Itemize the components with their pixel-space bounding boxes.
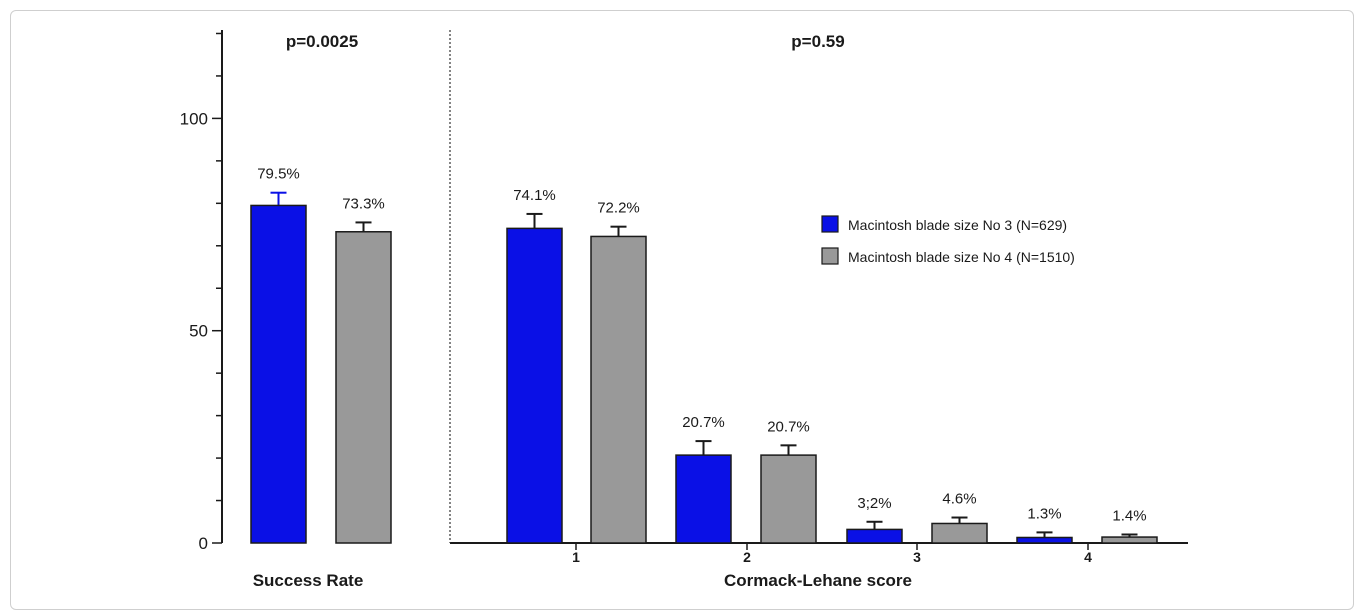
x-tick-label: 4 <box>1084 549 1092 565</box>
legend-swatch <box>821 247 839 265</box>
y-tick-label: 0 <box>199 534 208 553</box>
group-label: Success Rate <box>253 571 364 588</box>
legend-label: Macintosh blade size No 4 (N=1510) <box>848 249 1075 265</box>
y-tick-label: 50 <box>189 322 208 341</box>
data-label: 3;2% <box>857 495 891 512</box>
p-value-label: p=0.59 <box>791 32 844 51</box>
bar <box>1101 536 1158 544</box>
p-value-label: p=0.0025 <box>286 32 358 51</box>
data-label: 20.7% <box>767 418 810 435</box>
data-label: 79.5% <box>257 166 300 183</box>
bar-chart: 0 50 100 p=0.0025 Success Rate 79.5% 73.3% p=0.… <box>180 30 1188 588</box>
bar <box>931 522 988 544</box>
x-tick-label: 2 <box>743 549 751 565</box>
bar <box>250 204 307 544</box>
bar <box>1016 536 1073 544</box>
data-label: 1.4% <box>1112 508 1146 525</box>
bar <box>590 235 647 544</box>
legend-swatch <box>821 215 839 233</box>
bar <box>335 231 392 544</box>
x-tick-label: 3 <box>913 549 921 565</box>
bar <box>760 454 817 544</box>
x-tick-label: 1 <box>572 549 580 565</box>
data-label: 4.6% <box>942 491 976 508</box>
data-label: 72.2% <box>597 200 640 217</box>
bar <box>506 227 563 544</box>
data-label: 73.3% <box>342 195 385 212</box>
group-label: Cormack-Lehane score <box>724 571 912 588</box>
data-label: 1.3% <box>1027 505 1061 522</box>
bar <box>846 528 903 544</box>
legend-label: Macintosh blade size No 3 (N=629) <box>848 217 1067 233</box>
y-tick-label: 100 <box>180 109 208 128</box>
bar <box>675 454 732 544</box>
data-label: 74.1% <box>513 187 556 204</box>
data-label: 20.7% <box>682 414 725 431</box>
